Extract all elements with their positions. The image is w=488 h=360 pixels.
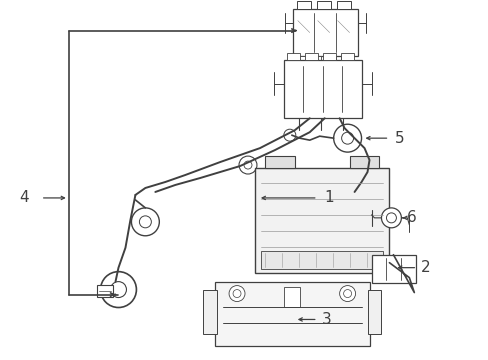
- Circle shape: [239, 156, 256, 174]
- Circle shape: [381, 208, 401, 228]
- Bar: [310, 57, 320, 62]
- Bar: [286, 54, 299, 60]
- Bar: [215, 282, 369, 346]
- Text: 2: 2: [421, 260, 430, 275]
- Bar: [96, 285, 112, 297]
- Bar: [340, 57, 350, 62]
- Circle shape: [339, 285, 355, 302]
- Bar: [292, 9, 357, 57]
- Bar: [254, 168, 388, 273]
- Bar: [336, 1, 350, 9]
- Bar: [295, 57, 305, 62]
- Circle shape: [233, 289, 241, 298]
- Circle shape: [386, 213, 396, 223]
- Text: 1: 1: [324, 190, 334, 206]
- Text: 6: 6: [407, 210, 416, 225]
- Circle shape: [139, 216, 151, 228]
- Bar: [322, 54, 335, 60]
- Bar: [371, 255, 415, 283]
- Circle shape: [333, 124, 361, 152]
- Bar: [296, 1, 310, 9]
- Circle shape: [228, 285, 244, 302]
- Circle shape: [244, 161, 251, 169]
- Bar: [349, 156, 379, 168]
- Bar: [261, 251, 383, 269]
- Circle shape: [341, 132, 353, 144]
- Bar: [283, 287, 299, 306]
- Bar: [304, 54, 317, 60]
- Circle shape: [343, 289, 351, 298]
- Circle shape: [110, 282, 126, 298]
- Text: 5: 5: [394, 131, 403, 146]
- Bar: [283, 60, 361, 118]
- Bar: [340, 54, 353, 60]
- Circle shape: [283, 129, 295, 141]
- Bar: [325, 57, 335, 62]
- Circle shape: [101, 272, 136, 307]
- Bar: [264, 156, 294, 168]
- Text: 4: 4: [19, 190, 29, 206]
- Bar: [203, 289, 217, 334]
- Circle shape: [131, 208, 159, 236]
- Bar: [316, 1, 330, 9]
- Text: 3: 3: [321, 312, 331, 327]
- Bar: [367, 289, 381, 334]
